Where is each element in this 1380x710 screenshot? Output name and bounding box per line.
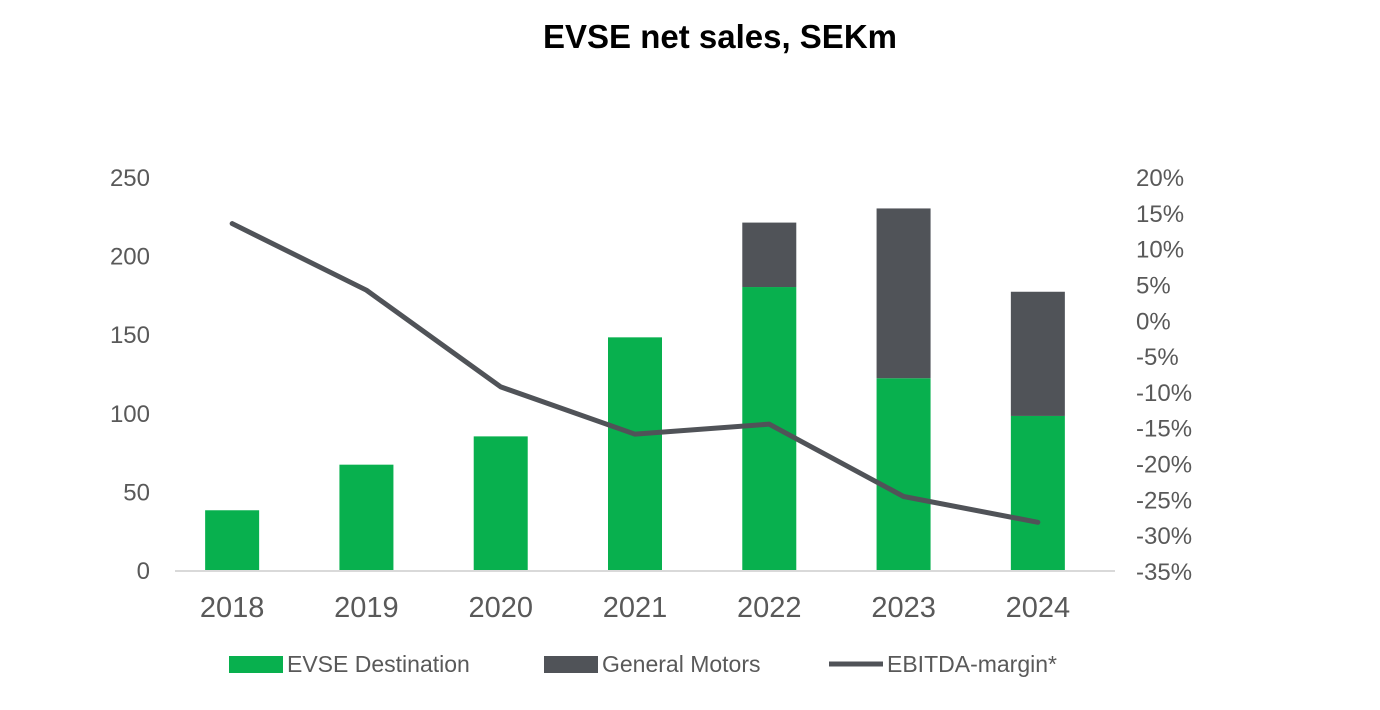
legend-label-ebitda-margin: EBITDA-margin* bbox=[887, 651, 1057, 677]
y2-tick-label: 5% bbox=[1136, 272, 1171, 299]
legend: EVSE Destination General Motors EBITDA-mar… bbox=[229, 651, 1057, 677]
chart-title: EVSE net sales, SEKm bbox=[543, 18, 897, 55]
x-tick-label: 2024 bbox=[1006, 592, 1071, 624]
legend-label-general-motors: General Motors bbox=[602, 651, 761, 677]
y2-tick-label: 15% bbox=[1136, 201, 1184, 228]
y2-tick-label: 20% bbox=[1136, 165, 1184, 192]
x-tick-label: 2019 bbox=[334, 592, 399, 624]
y2-tick-label: -20% bbox=[1136, 452, 1192, 479]
bar-evse-destination-2019 bbox=[339, 464, 394, 570]
y2-tick-label: 0% bbox=[1136, 308, 1171, 335]
legend-label-evse-destination: EVSE Destination bbox=[287, 651, 470, 677]
left-axis-ticks: 0 50 100 150 200 250 bbox=[110, 165, 150, 585]
bars-layer bbox=[205, 208, 1065, 570]
y2-tick-label: -5% bbox=[1136, 344, 1179, 371]
bar-evse-destination-2024 bbox=[1010, 415, 1065, 570]
x-tick-label: 2018 bbox=[200, 592, 265, 624]
y-tick-label: 100 bbox=[110, 401, 150, 428]
bar-evse-destination-2021 bbox=[608, 337, 662, 570]
right-axis-ticks: 20% 15% 10% 5% 0% -5% -10% -15% -20% -25% -30% -35% bbox=[1136, 165, 1192, 586]
y2-tick-label: 10% bbox=[1136, 237, 1184, 264]
legend-swatch-evse-destination bbox=[229, 656, 283, 673]
y2-tick-label: -15% bbox=[1136, 416, 1192, 443]
y2-tick-label: -10% bbox=[1136, 380, 1192, 407]
x-tick-label: 2021 bbox=[603, 592, 668, 624]
bar-evse-destination-2018 bbox=[205, 510, 260, 570]
x-tick-label: 2020 bbox=[468, 592, 533, 624]
y2-tick-label: -35% bbox=[1136, 559, 1192, 586]
x-tick-label: 2022 bbox=[737, 592, 802, 624]
x-tick-label: 2023 bbox=[871, 592, 936, 624]
legend-swatch-general-motors bbox=[544, 656, 598, 673]
bar-general-motors-2024 bbox=[1010, 291, 1065, 416]
bar-evse-destination-2023 bbox=[876, 378, 931, 570]
y-tick-label: 200 bbox=[110, 244, 150, 271]
y-tick-label: 50 bbox=[123, 479, 150, 506]
line-layer bbox=[229, 221, 1041, 525]
y-tick-label: 150 bbox=[110, 322, 150, 349]
bar-general-motors-2022 bbox=[742, 222, 797, 288]
y2-tick-label: -30% bbox=[1136, 523, 1192, 550]
y2-tick-label: -25% bbox=[1136, 487, 1192, 514]
bar-general-motors-2023 bbox=[876, 208, 931, 379]
bar-evse-destination-2020 bbox=[473, 436, 528, 570]
y-tick-label: 0 bbox=[137, 558, 150, 585]
x-axis-ticks: 2018 2019 2020 2021 2022 2023 2024 bbox=[200, 592, 1070, 624]
y-tick-label: 250 bbox=[110, 165, 150, 192]
bar-evse-destination-2022 bbox=[742, 287, 797, 570]
